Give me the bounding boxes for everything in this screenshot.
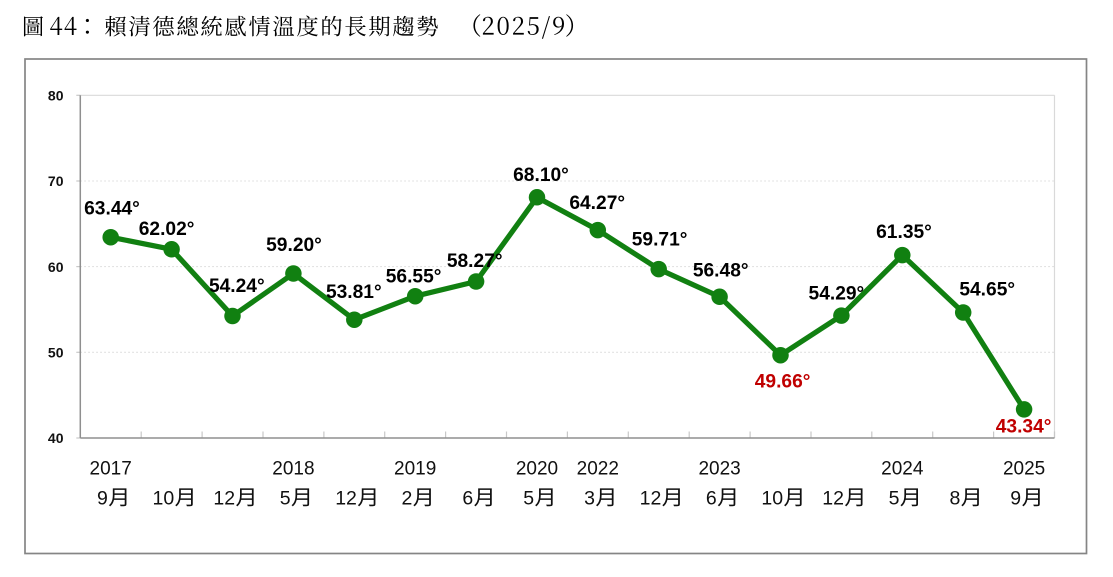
svg-text:5: 5 — [523, 488, 534, 510]
svg-text:64.27°: 64.27° — [569, 193, 625, 214]
svg-text:60: 60 — [48, 259, 64, 275]
svg-text:49.66°: 49.66° — [755, 371, 811, 392]
svg-text:68.10°: 68.10° — [513, 165, 569, 186]
svg-text:2: 2 — [402, 488, 413, 510]
svg-text:50: 50 — [48, 345, 64, 361]
svg-text:9: 9 — [97, 488, 108, 510]
svg-text:12: 12 — [335, 488, 357, 510]
svg-text:70: 70 — [48, 173, 64, 189]
svg-text:56.48°: 56.48° — [693, 261, 749, 282]
svg-text:3: 3 — [584, 488, 595, 510]
svg-text:59.71°: 59.71° — [632, 229, 688, 250]
svg-text:54.29°: 54.29° — [809, 284, 865, 305]
svg-text:56.55°: 56.55° — [386, 266, 442, 287]
svg-text:2023: 2023 — [698, 459, 740, 480]
svg-text:2019: 2019 — [394, 459, 436, 480]
svg-text:8: 8 — [950, 488, 961, 510]
svg-text:40: 40 — [48, 430, 64, 446]
svg-text:12: 12 — [640, 488, 662, 510]
svg-text:10: 10 — [761, 488, 783, 510]
svg-text:62.02°: 62.02° — [139, 219, 195, 240]
svg-text:58.27°: 58.27° — [447, 251, 503, 272]
svg-text:2020: 2020 — [516, 459, 558, 480]
svg-text:54.65°: 54.65° — [959, 279, 1015, 300]
svg-text:6: 6 — [462, 488, 473, 510]
svg-text:9: 9 — [1010, 488, 1021, 510]
svg-text:43.34°: 43.34° — [996, 417, 1052, 438]
svg-text:5: 5 — [889, 488, 900, 510]
svg-text:2024: 2024 — [881, 459, 924, 480]
svg-text:2017: 2017 — [90, 459, 132, 480]
svg-text:2025: 2025 — [1003, 459, 1045, 480]
svg-text:6: 6 — [706, 488, 717, 510]
svg-text:61.35°: 61.35° — [876, 222, 932, 243]
svg-text:5: 5 — [280, 488, 291, 510]
svg-text:59.20°: 59.20° — [266, 235, 322, 256]
svg-text:12: 12 — [213, 488, 235, 510]
svg-text:2018: 2018 — [272, 459, 314, 480]
svg-text:12: 12 — [822, 488, 844, 510]
svg-text:80: 80 — [48, 88, 64, 104]
svg-text:2022: 2022 — [577, 459, 619, 480]
svg-text:63.44°: 63.44° — [84, 199, 140, 220]
svg-text:53.81°: 53.81° — [326, 282, 382, 303]
svg-text:10: 10 — [153, 488, 175, 510]
svg-text:54.24°: 54.24° — [209, 276, 265, 297]
